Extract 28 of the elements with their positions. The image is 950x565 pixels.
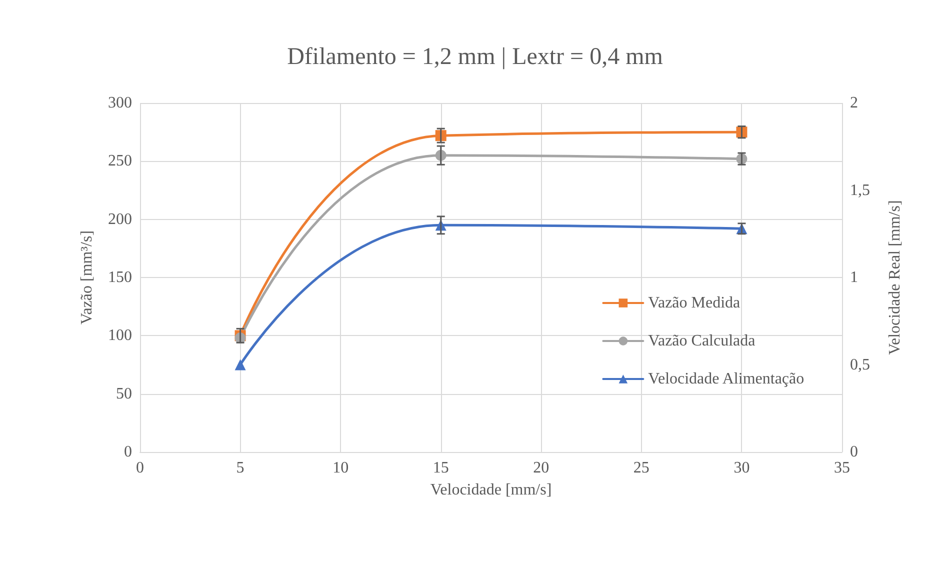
x-tick-label: 5 — [236, 460, 244, 476]
y2-tick-label: 1 — [850, 269, 858, 286]
y2-tick-label: 2 — [850, 94, 858, 112]
x-tick-label: 10 — [332, 460, 349, 476]
y2-tick-label: 0,5 — [850, 356, 870, 374]
y-tick-label: 150 — [108, 269, 132, 286]
chart-title: Dfilamento = 1,2 mm | Lextr = 0,4 mm — [287, 44, 664, 70]
x-tick-label: 0 — [136, 460, 144, 476]
x-tick-label: 25 — [633, 460, 650, 476]
x-tick-label: 35 — [834, 460, 850, 476]
y-tick-label: 200 — [108, 210, 132, 228]
y2-axis-title: Velocidade Real [mm/s] — [886, 200, 904, 355]
y-tick-label: 50 — [116, 385, 132, 402]
legend-label: Vazão Medida — [648, 294, 740, 312]
y-tick-label: 0 — [124, 444, 132, 460]
x-axis-title: Velocidade [mm/s] — [430, 482, 552, 498]
y-tick-label: 100 — [108, 327, 132, 344]
x-tick-label: 20 — [533, 460, 550, 476]
y-tick-label: 250 — [108, 152, 132, 170]
legend-label: Vazão Calculada — [648, 332, 756, 350]
point — [234, 359, 246, 370]
x-tick-label: 15 — [432, 460, 449, 476]
x-tick-label: 30 — [734, 460, 750, 476]
y-axis-title: Vazão [mm³/s] — [78, 230, 96, 325]
y2-tick-label: 1,5 — [850, 182, 870, 199]
y-tick-label: 300 — [108, 94, 132, 112]
legend-label: Velocidade Alimentação — [648, 370, 804, 388]
y2-tick-label: 0 — [850, 444, 858, 460]
